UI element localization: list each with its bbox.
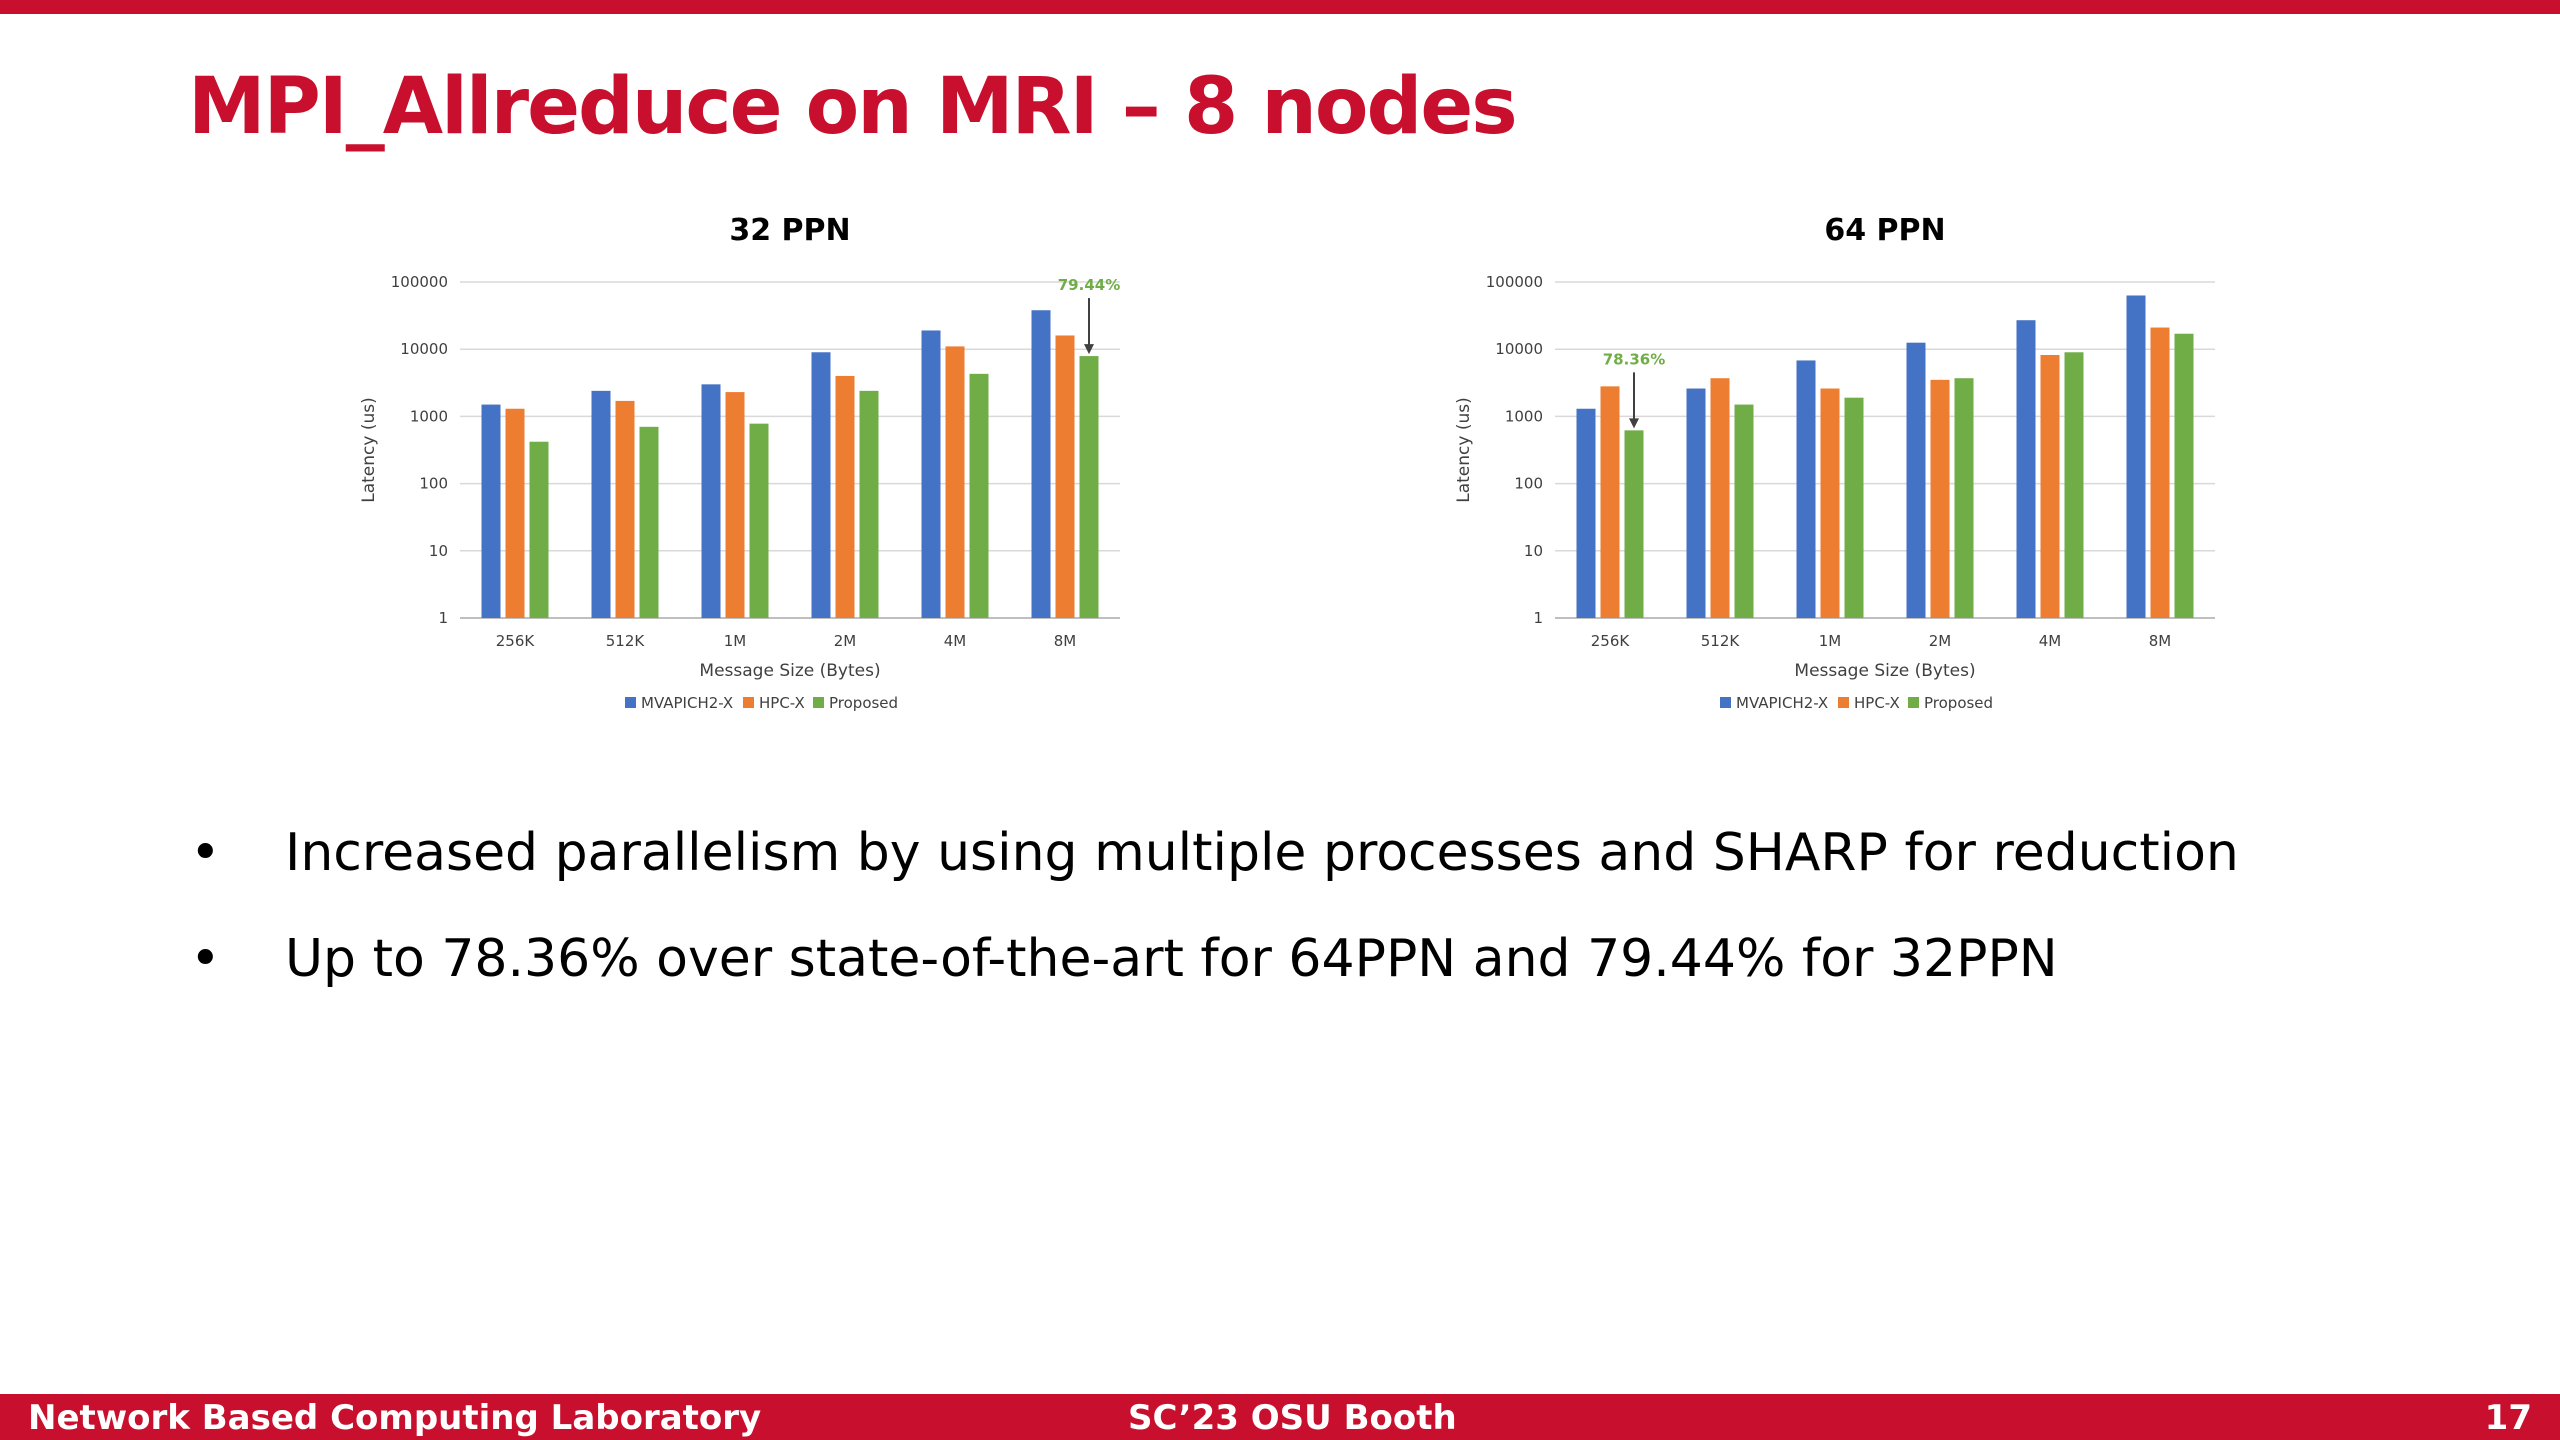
annotation-label: 79.44% xyxy=(1058,276,1120,294)
bar xyxy=(969,373,989,618)
legend-swatch xyxy=(1908,697,1919,708)
y-tick-label: 1000 xyxy=(1505,407,1543,425)
bullet-text: Up to 78.36% over state-of-the-art for 6… xyxy=(285,929,2058,989)
bar xyxy=(835,375,855,618)
bar xyxy=(2016,320,2036,618)
chart-title: 64 PPN xyxy=(1824,213,1945,248)
x-tick-label: 4M xyxy=(2039,632,2062,650)
legend-swatch xyxy=(625,697,636,708)
annotation-label: 78.36% xyxy=(1603,350,1665,368)
bar xyxy=(505,408,525,618)
y-tick-label: 1 xyxy=(438,609,448,627)
bar xyxy=(921,330,941,618)
x-tick-label: 2M xyxy=(1929,632,1952,650)
bar xyxy=(2174,333,2194,618)
bar xyxy=(2126,295,2146,618)
bar xyxy=(859,390,879,618)
bullet-list: • Increased parallelism by using multipl… xyxy=(190,815,2239,1027)
footer-lab-name: Network Based Computing Laboratory xyxy=(28,1398,762,1438)
bar xyxy=(2064,352,2084,618)
bar xyxy=(1734,404,1754,618)
bar xyxy=(1079,356,1099,618)
chart-32-ppn: 32 PPN 1 10 100 1000 10000 100000 256K 512K 1M 2M 4… xyxy=(359,213,1120,712)
bar xyxy=(1710,378,1730,618)
bar xyxy=(1820,388,1840,618)
y-tick-label: 10 xyxy=(429,542,448,560)
x-axis-label: Message Size (Bytes) xyxy=(699,661,880,681)
bullet-text: Increased parallelism by using multiple … xyxy=(285,823,2239,883)
x-tick-label: 1M xyxy=(724,632,747,650)
bar xyxy=(1576,408,1596,618)
top-accent-bar xyxy=(0,0,2560,14)
bar xyxy=(725,392,745,618)
x-tick-label: 512K xyxy=(1701,632,1741,650)
x-tick-label: 256K xyxy=(1591,632,1631,650)
y-tick-label: 1 xyxy=(1533,609,1543,627)
bar xyxy=(591,390,611,618)
y-tick-label: 10000 xyxy=(400,340,448,358)
y-tick-label: 100000 xyxy=(391,273,448,291)
y-tick-label: 10000 xyxy=(1495,340,1543,358)
bullet-item: • Increased parallelism by using multipl… xyxy=(190,815,2239,921)
bullet-symbol: • xyxy=(190,823,221,883)
annotation-arrow-head xyxy=(1084,344,1094,355)
legend-entry: HPC-X xyxy=(1854,694,1900,712)
bar xyxy=(1796,360,1816,618)
y-axis-label: Latency (us) xyxy=(1454,397,1474,503)
bullet-item: • Up to 78.36% over state-of-the-art for… xyxy=(190,921,2239,1027)
bar xyxy=(2040,354,2060,618)
x-tick-label: 2M xyxy=(834,632,857,650)
footer-page-number: 17 xyxy=(2484,1398,2532,1438)
bar xyxy=(1600,386,1620,618)
x-tick-label: 4M xyxy=(944,632,967,650)
legend-swatch xyxy=(743,697,754,708)
footer-bar: Network Based Computing Laboratory SC’23… xyxy=(0,1394,2560,1440)
bar xyxy=(615,400,635,618)
footer-event: SC’23 OSU Booth xyxy=(1128,1398,1457,1438)
x-axis-label: Message Size (Bytes) xyxy=(1794,661,1975,681)
bar xyxy=(701,384,721,618)
legend-entry: MVAPICH2-X xyxy=(1736,694,1828,712)
bullet-symbol: • xyxy=(190,929,221,989)
y-axis-label: Latency (us) xyxy=(359,397,379,503)
bar xyxy=(1844,397,1864,618)
annotation-arrow-head xyxy=(1629,418,1639,429)
bar xyxy=(2150,327,2170,618)
y-tick-label: 100 xyxy=(419,475,448,493)
bar xyxy=(1906,342,1926,618)
bar xyxy=(529,441,549,618)
bar xyxy=(1055,335,1075,618)
y-tick-label: 10 xyxy=(1524,542,1543,560)
y-tick-label: 100000 xyxy=(1486,273,1543,291)
y-tick-label: 1000 xyxy=(410,407,448,425)
bar xyxy=(749,423,769,618)
legend-entry: Proposed xyxy=(829,694,898,712)
bar xyxy=(1930,379,1950,618)
legend-entry: HPC-X xyxy=(759,694,805,712)
x-tick-label: 512K xyxy=(606,632,646,650)
legend-swatch xyxy=(1720,697,1731,708)
x-tick-label: 8M xyxy=(1054,632,1077,650)
bar xyxy=(945,346,965,618)
slide-title: MPI_Allreduce on MRI – 8 nodes xyxy=(188,62,1518,152)
legend-swatch xyxy=(813,697,824,708)
bar xyxy=(1624,430,1644,618)
bar xyxy=(1686,388,1706,618)
chart-64-ppn: 64 PPN 1 10 100 1000 10000 100000 256K 512K 1M 2M 4… xyxy=(1454,213,2215,712)
x-tick-label: 8M xyxy=(2149,632,2172,650)
x-tick-label: 1M xyxy=(1819,632,1842,650)
legend-entry: Proposed xyxy=(1924,694,1993,712)
bar xyxy=(811,352,831,618)
bar xyxy=(1031,310,1051,618)
x-tick-label: 256K xyxy=(496,632,536,650)
legend-entry: MVAPICH2-X xyxy=(641,694,733,712)
chart-title: 32 PPN xyxy=(729,213,850,248)
y-tick-label: 100 xyxy=(1514,475,1543,493)
bar xyxy=(1954,378,1974,618)
legend-swatch xyxy=(1838,697,1849,708)
bar xyxy=(639,426,659,618)
bar xyxy=(481,404,501,618)
